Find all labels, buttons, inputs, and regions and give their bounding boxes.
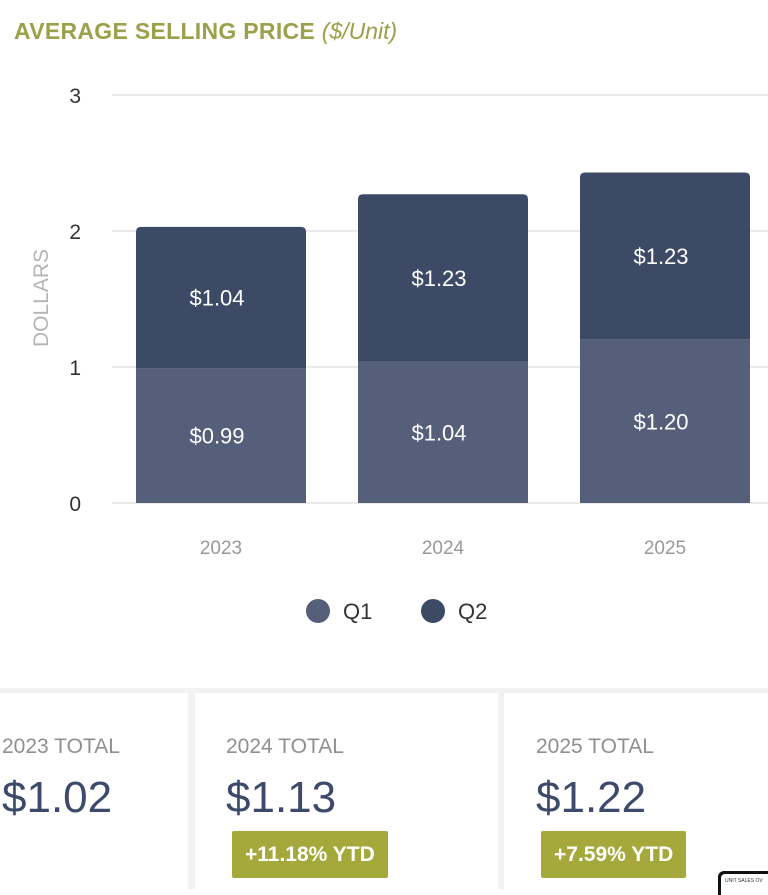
total-label: 2025 TOTAL [536,735,654,758]
total-card-2025: 2025 TOTAL $1.22 +7.59% YTD [504,693,768,889]
bar-segment-q1 [358,361,528,503]
next-panel-tab[interactable]: UNIT SALES OV [718,871,768,895]
x-tick-label: 2025 [644,538,686,559]
legend-dot-q2 [421,599,445,623]
data-label: $1.04 [411,420,466,445]
total-label: 2023 TOTAL [2,735,120,758]
chart-title: AVERAGE SELLING PRICE ($/Unit) [14,18,397,45]
ytd-badge: +7.59% YTD [541,831,687,878]
legend-label: Q2 [458,599,487,624]
total-label: 2024 TOTAL [226,735,344,758]
next-panel-tab-label: UNIT SALES OV [721,874,768,895]
data-label: $1.20 [633,409,688,434]
total-card-2023: 2023 TOTAL $1.02 [0,693,188,889]
bar-segment-q1 [580,339,750,503]
y-axis-label: DOLLARS [30,249,53,347]
chart-title-text: AVERAGE SELLING PRICE [14,18,316,44]
data-label: $0.99 [189,424,244,449]
totals-panel: 2023 TOTAL $1.02 2024 TOTAL $1.13 +11.18… [0,688,768,889]
total-value: $1.13 [226,773,337,822]
x-tick-label: 2024 [422,538,465,559]
bar-segment-q2 [358,194,528,362]
legend-dot-q1 [306,599,330,623]
x-tick-label: 2023 [200,538,242,559]
y-tick-label: 3 [69,85,81,108]
data-label: $1.23 [633,244,688,269]
y-tick-label: 1 [69,357,81,380]
total-value: $1.22 [536,773,647,822]
bar-segment-q2 [136,226,306,369]
legend-label: Q1 [343,599,372,624]
total-card-2024: 2024 TOTAL $1.13 +11.18% YTD [195,693,498,889]
bar-segment-q1 [136,368,306,503]
ytd-badge: +11.18% YTD [232,831,388,878]
stacked-bar-chart: 0 1 2 3 DOLLARS $0.99 $1.04 2023 $1.04 $1.23 2024 $… [30,85,768,624]
total-value: $1.02 [2,773,113,822]
y-tick-label: 0 [69,493,81,516]
data-label: $1.23 [411,266,466,291]
data-label: $1.04 [189,286,244,311]
chart-title-unit: ($/Unit) [321,18,398,44]
y-tick-label: 2 [69,221,81,244]
bar-segment-q2 [580,172,750,340]
